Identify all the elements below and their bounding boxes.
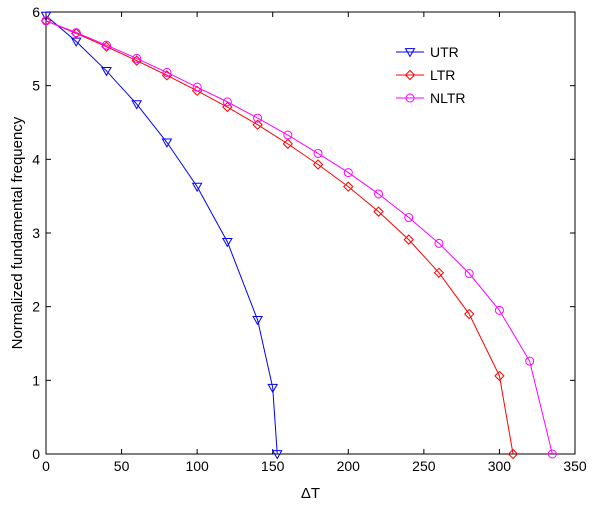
data-point-ltr [222,101,233,113]
y-tick-label: 0 [32,446,40,462]
data-point-ltr [312,159,324,170]
series-line-utr [45,15,278,455]
data-point-utr [252,316,263,326]
x-tick-label: 150 [261,458,285,474]
y-tick-label: 3 [32,225,40,241]
data-point-utr [267,383,279,394]
data-point-nltr [101,40,111,50]
legend-item-ltr: LTR [396,67,455,83]
data-point-nltr [434,238,444,248]
x-tick-label: 350 [563,458,587,474]
x-tick-label: 0 [42,458,50,474]
data-point-nltr [41,16,51,26]
x-tick-label: 100 [185,458,209,474]
y-axis-label: Normalized fundamental frequency [9,116,26,349]
x-tick-label: 50 [114,458,130,474]
series-line-nltr [45,20,553,455]
data-point-utr [131,100,143,110]
plot-area [45,11,576,455]
data-point-nltr [132,53,142,63]
x-tick-label: 300 [488,458,512,474]
data-point-nltr [494,305,504,315]
series-nltr [41,16,557,459]
legend-label-nltr: NLTR [430,90,466,106]
data-point-nltr [71,28,81,38]
legend-marker-ltr [404,69,416,81]
data-point-utr [271,450,283,460]
data-point-nltr [253,113,263,123]
data-point-ltr [282,138,294,150]
data-point-nltr [192,82,202,92]
series-utr [40,11,283,460]
data-point-nltr [283,130,293,140]
y-tick-label: 6 [32,4,40,20]
data-point-ltr [343,181,354,192]
data-point-ltr [252,119,263,130]
data-point-utr [191,182,203,193]
data-point-nltr [547,449,557,459]
data-point-nltr [525,356,535,366]
data-point-nltr [313,148,323,158]
x-axis-label: ΔT [301,485,320,502]
plot-frame [45,11,576,455]
legend-marker-nltr [405,93,415,103]
data-point-ltr [131,55,142,66]
data-point-ltr [373,206,384,217]
axis-ticks: 0 50 100 150 200 250 300 350 0 1 2 3 4 5 6 [32,4,587,474]
legend: UTR LTR NLTR [396,44,466,106]
data-point-nltr [374,189,384,199]
legend-item-utr: UTR [396,44,459,60]
data-point-nltr [404,213,414,223]
y-tick-label: 1 [32,372,40,388]
data-point-nltr [464,269,474,279]
legend-marker-utr [404,48,416,58]
data-point-nltr [222,97,232,107]
data-point-ltr [507,448,519,460]
y-tick-label: 4 [32,151,40,167]
data-point-ltr [433,267,445,278]
series-lines [40,11,557,460]
x-tick-label: 200 [337,458,361,474]
x-tick-label: 250 [412,458,436,474]
data-point-ltr [403,234,414,245]
y-tick-label: 2 [32,299,40,315]
legend-label-utr: UTR [430,44,459,60]
data-point-nltr [162,67,172,77]
data-point-utr [101,67,112,77]
data-point-ltr [494,370,505,382]
legend-item-nltr: NLTR [396,90,466,106]
data-point-utr [161,138,173,148]
series-ltr [40,15,519,460]
data-point-ltr [463,308,475,320]
y-tick-label: 5 [32,78,40,94]
data-point-nltr [343,168,353,178]
data-point-utr [222,237,233,248]
data-point-utr [40,11,52,22]
series-line-ltr [45,20,514,455]
data-point-ltr [101,41,112,52]
legend-label-ltr: LTR [430,67,455,83]
